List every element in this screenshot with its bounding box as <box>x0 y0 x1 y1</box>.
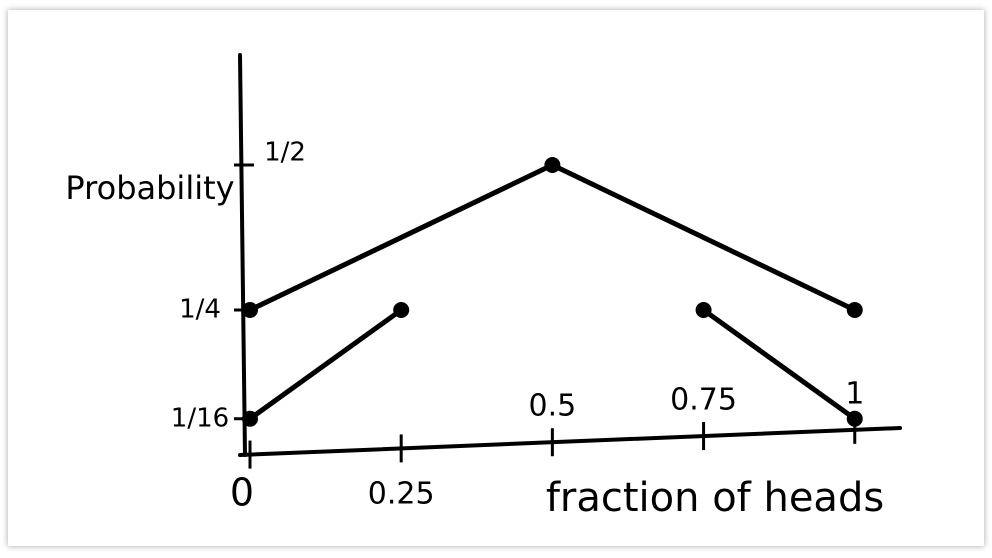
point <box>242 302 258 318</box>
y-axis-label: Probability <box>65 169 234 207</box>
point <box>696 302 712 318</box>
point <box>393 302 409 318</box>
page: Probability fraction of heads 0 0.25 0.5 0.… <box>0 0 992 558</box>
point <box>544 157 560 173</box>
point <box>242 411 258 427</box>
x-tick-label: 0.5 <box>529 389 577 424</box>
x-axis <box>240 428 900 455</box>
y-tick-label: 1/2 <box>264 138 306 168</box>
y-tick-label: 1/4 <box>179 295 221 325</box>
x-tick-label: 1 <box>845 376 864 411</box>
chart: Probability fraction of heads 0 0.25 0.5 0.… <box>0 0 992 558</box>
y-axis <box>240 55 245 455</box>
point <box>847 302 863 318</box>
x-axis-label: fraction of heads <box>546 475 884 521</box>
x-tick-label: 0.75 <box>670 383 737 418</box>
point <box>847 411 863 427</box>
x-tick-label: 0.25 <box>368 477 435 512</box>
x-tick-label: 0 <box>230 471 254 515</box>
y-tick-label: 1/16 <box>171 403 229 433</box>
line <box>250 165 855 310</box>
line <box>250 310 401 419</box>
